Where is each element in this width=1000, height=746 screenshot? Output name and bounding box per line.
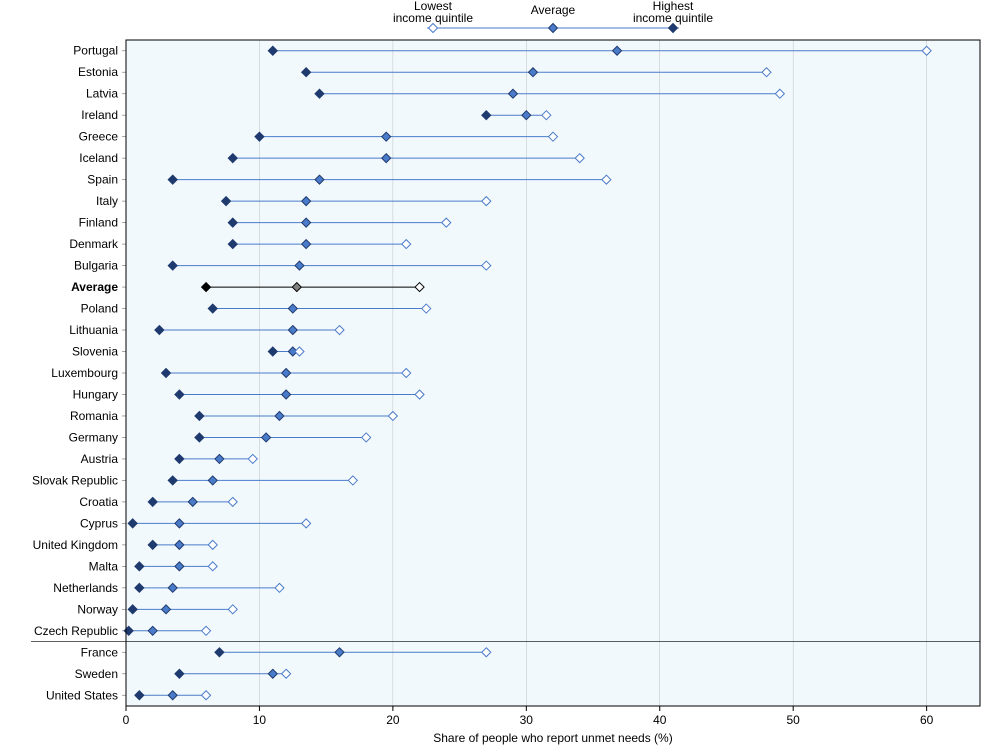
country-label: Spain bbox=[87, 173, 118, 187]
country-label: Romania bbox=[70, 409, 118, 423]
legend-label: income quintile bbox=[393, 11, 473, 25]
x-tick-label: 40 bbox=[653, 713, 667, 727]
country-label: France bbox=[81, 645, 119, 659]
country-label: Denmark bbox=[69, 237, 119, 251]
country-label: Malta bbox=[89, 559, 119, 573]
country-label: Iceland bbox=[79, 151, 118, 165]
legend-marker bbox=[549, 24, 558, 33]
country-label: Greece bbox=[79, 130, 119, 144]
country-label: Estonia bbox=[78, 65, 118, 79]
country-label: Latvia bbox=[86, 87, 118, 101]
country-label: Slovenia bbox=[72, 345, 118, 359]
x-tick-label: 10 bbox=[253, 713, 267, 727]
country-label: Average bbox=[71, 280, 118, 294]
chart-svg: 0 10 20 30 40 50 60 Portugal Estonia Latvia Irelan… bbox=[0, 0, 1000, 746]
x-tick-label: 50 bbox=[787, 713, 801, 727]
country-label: Sweden bbox=[75, 667, 118, 681]
country-label: Slovak Republic bbox=[32, 473, 118, 487]
country-label: Italy bbox=[96, 194, 118, 208]
country-label: Portugal bbox=[73, 44, 118, 58]
unmet-needs-chart: 0 10 20 30 40 50 60 Portugal Estonia Latvia Irelan… bbox=[0, 0, 1000, 746]
country-label: Norway bbox=[77, 602, 118, 616]
x-axis-label: Share of people who report unmet needs (… bbox=[433, 731, 672, 745]
legend-label: income quintile bbox=[633, 11, 713, 25]
country-label: Luxembourg bbox=[51, 366, 118, 380]
country-label: Ireland bbox=[81, 108, 118, 122]
country-label: Poland bbox=[81, 302, 118, 316]
country-label: Lithuania bbox=[69, 323, 118, 337]
country-label: Germany bbox=[69, 430, 118, 444]
x-tick-label: 20 bbox=[386, 713, 400, 727]
country-label: Finland bbox=[79, 216, 118, 230]
country-label: Croatia bbox=[79, 495, 118, 509]
country-label: Netherlands bbox=[53, 581, 118, 595]
x-tick-label: 30 bbox=[520, 713, 534, 727]
country-label: Czech Republic bbox=[34, 624, 118, 638]
country-label: Hungary bbox=[73, 387, 118, 401]
country-label: United Kingdom bbox=[33, 538, 118, 552]
country-label: Austria bbox=[81, 452, 119, 466]
country-label: United States bbox=[46, 688, 118, 702]
legend-label: Average bbox=[531, 3, 576, 17]
x-tick-label: 0 bbox=[123, 713, 130, 727]
country-label: Bulgaria bbox=[74, 259, 118, 273]
x-tick-label: 60 bbox=[920, 713, 934, 727]
country-label: Cyprus bbox=[80, 516, 118, 530]
